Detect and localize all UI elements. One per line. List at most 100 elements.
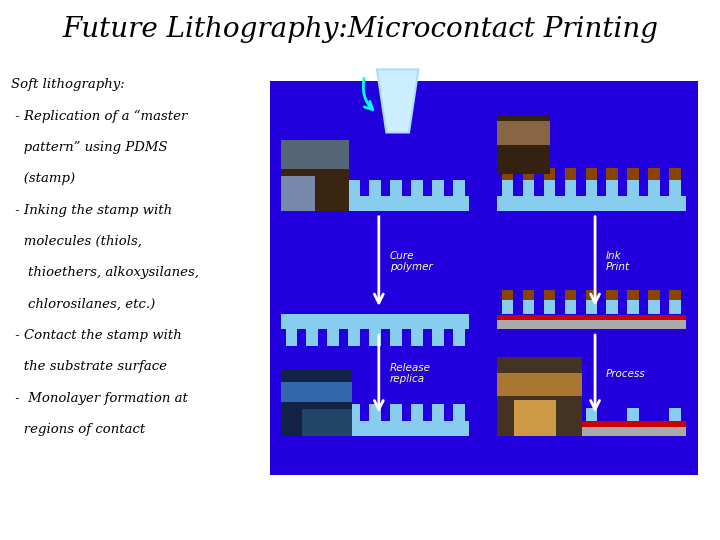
Bar	[348, 404, 360, 421]
Text: - Replication of a “master: - Replication of a “master	[11, 110, 187, 123]
Polygon shape	[377, 69, 418, 132]
Bar	[497, 421, 685, 427]
Bar	[670, 290, 681, 300]
Text: -  Monolayer formation at: - Monolayer formation at	[11, 392, 188, 404]
Bar	[627, 408, 639, 421]
Bar	[497, 427, 685, 436]
Bar	[544, 300, 555, 314]
Bar	[544, 290, 555, 300]
Bar	[348, 329, 360, 346]
Bar	[564, 168, 576, 180]
Bar	[502, 168, 513, 180]
Bar	[523, 180, 534, 196]
Bar	[564, 180, 576, 196]
Text: (stamp): (stamp)	[11, 172, 75, 185]
Bar	[390, 329, 402, 346]
Bar	[453, 329, 464, 346]
Bar	[670, 168, 681, 180]
Bar	[585, 290, 597, 300]
Text: regions of contact: regions of contact	[11, 423, 145, 436]
Text: the substrate surface: the substrate surface	[11, 360, 167, 373]
Bar	[348, 180, 360, 196]
Bar	[281, 140, 348, 168]
Bar	[627, 180, 639, 196]
Bar	[606, 290, 618, 300]
Bar	[369, 404, 381, 421]
Bar	[281, 314, 469, 329]
Bar	[627, 168, 639, 180]
Bar	[281, 176, 315, 211]
Bar	[497, 373, 582, 396]
Text: - Contact the stamp with: - Contact the stamp with	[11, 329, 181, 342]
Bar	[328, 329, 339, 346]
Bar	[649, 168, 660, 180]
Bar	[670, 408, 681, 421]
Bar	[670, 180, 681, 196]
Text: Release
replica: Release replica	[390, 363, 431, 384]
Bar	[649, 180, 660, 196]
Bar	[369, 180, 381, 196]
Text: molecules (thiols,: molecules (thiols,	[11, 235, 142, 248]
Bar	[502, 300, 513, 314]
Bar	[432, 180, 444, 196]
Text: Process: Process	[606, 369, 646, 379]
Text: Soft lithography:: Soft lithography:	[11, 78, 125, 91]
Bar	[411, 329, 423, 346]
Text: thioethers, alkoxysilanes,: thioethers, alkoxysilanes,	[11, 266, 199, 279]
Bar	[523, 290, 534, 300]
Bar	[649, 290, 660, 300]
Bar	[585, 168, 597, 180]
Bar	[453, 180, 464, 196]
Bar	[286, 329, 297, 346]
Bar	[502, 408, 513, 421]
Bar	[286, 404, 297, 421]
Bar	[523, 300, 534, 314]
Bar	[585, 408, 597, 421]
Bar	[281, 421, 469, 436]
Bar	[606, 180, 618, 196]
Bar	[432, 329, 444, 346]
Bar	[411, 404, 423, 421]
Bar	[302, 409, 352, 436]
Text: - Inking the stamp with: - Inking the stamp with	[11, 204, 172, 217]
Bar	[606, 168, 618, 180]
Bar	[328, 180, 339, 196]
Bar	[564, 300, 576, 314]
Bar	[281, 196, 469, 211]
Bar	[502, 180, 513, 196]
Bar	[286, 180, 297, 196]
Bar	[270, 81, 698, 475]
Bar	[281, 369, 352, 436]
Bar	[497, 196, 685, 211]
Bar	[497, 357, 582, 436]
Bar	[585, 180, 597, 196]
Bar	[328, 404, 339, 421]
Bar	[544, 180, 555, 196]
Text: pattern” using PDMS: pattern” using PDMS	[11, 141, 168, 154]
Bar	[585, 300, 597, 314]
Bar	[497, 320, 685, 329]
Bar	[544, 408, 555, 421]
Bar	[606, 300, 618, 314]
Bar	[627, 290, 639, 300]
Bar	[497, 121, 550, 145]
Bar	[564, 290, 576, 300]
Text: Ink
Print: Ink Print	[606, 251, 630, 272]
Bar	[390, 404, 402, 421]
Bar	[649, 300, 660, 314]
Bar	[281, 140, 348, 211]
Text: chlorosilanes, etc.): chlorosilanes, etc.)	[11, 298, 155, 310]
Bar	[390, 180, 402, 196]
Bar	[411, 180, 423, 196]
Bar	[453, 404, 464, 421]
Bar	[307, 180, 318, 196]
Bar	[497, 115, 550, 174]
Text: Future Lithography:Microcontact Printing: Future Lithography:Microcontact Printing	[62, 16, 658, 43]
Bar	[502, 290, 513, 300]
Bar	[497, 315, 685, 320]
Bar	[432, 404, 444, 421]
Bar	[523, 168, 534, 180]
Bar	[307, 404, 318, 421]
Bar	[307, 329, 318, 346]
Bar	[670, 300, 681, 314]
